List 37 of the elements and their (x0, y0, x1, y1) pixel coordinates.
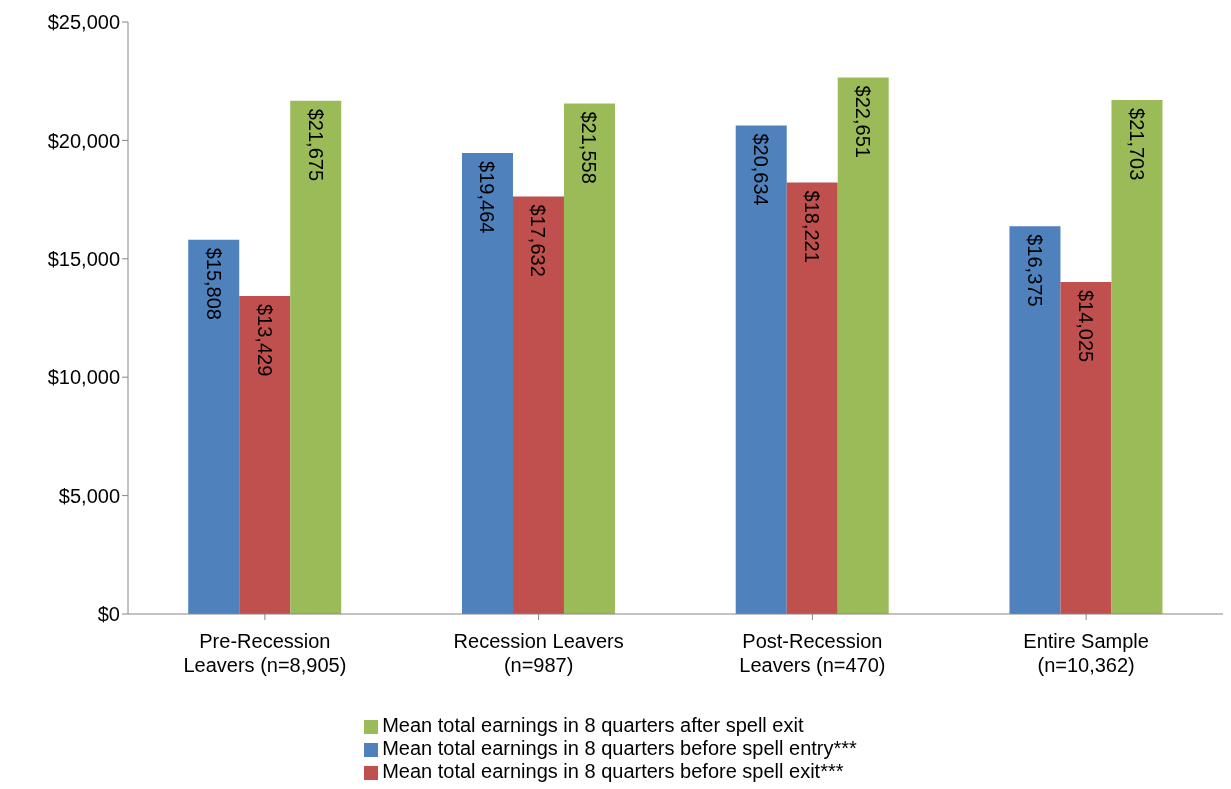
data-label: $21,558 (578, 111, 601, 184)
data-label: $22,651 (852, 85, 875, 158)
bar (1060, 281, 1112, 614)
legend-label: Mean total earnings in 8 quarters before spell exit*** (382, 760, 844, 782)
x-tick-label: Entire Sample (n=10,362) (1023, 630, 1149, 676)
bar (461, 153, 513, 614)
data-label: $14,025 (1074, 289, 1097, 363)
y-tick-label: $0 (97, 603, 120, 626)
data-label: $20,634 (750, 133, 773, 206)
bar (239, 296, 291, 614)
data-label: $13,429 (253, 304, 276, 377)
legend-label: Mean total earnings in 8 quarters before spell entry*** (382, 737, 857, 759)
data-label: $18,221 (801, 190, 824, 263)
y-tick-label: $5,000 (58, 484, 120, 507)
data-label: $16,375 (1023, 234, 1046, 307)
bar (837, 77, 889, 614)
data-label: $21,703 (1125, 108, 1148, 181)
y-tick-label: $10,000 (47, 366, 120, 389)
bar (290, 100, 342, 614)
x-tick-label: Post-Recession Leavers (n=470) (739, 630, 886, 676)
bar (735, 125, 787, 614)
bar (1009, 226, 1061, 614)
bar (188, 239, 240, 614)
legend-label: Mean total earnings in 8 quarters after spell exit (382, 714, 804, 736)
data-label: $21,675 (304, 108, 327, 182)
data-label: $17,632 (527, 204, 550, 277)
bar (1111, 100, 1163, 614)
y-tick-label: $15,000 (47, 247, 120, 270)
data-label: $15,808 (202, 247, 225, 320)
bar (512, 196, 564, 614)
y-tick-label: $25,000 (47, 11, 120, 34)
bar (563, 103, 615, 614)
x-tick-label: Pre-Recession Leavers (n=8,905) (183, 630, 347, 676)
y-tick-label: $20,000 (47, 129, 120, 152)
x-tick-label: Recession Leavers (n=987) (453, 630, 624, 676)
bar (786, 182, 838, 614)
data-label: $19,464 (476, 161, 499, 234)
